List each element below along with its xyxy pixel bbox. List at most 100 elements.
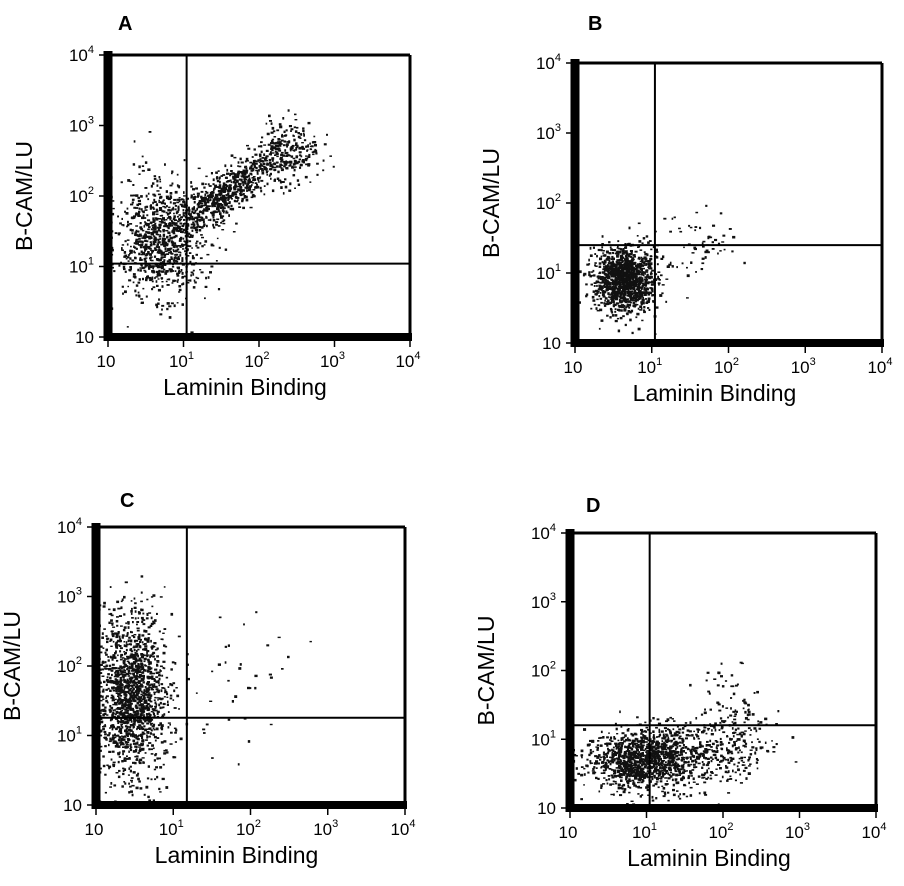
panel-c-point bbox=[143, 660, 146, 663]
panel-c-point bbox=[143, 692, 147, 695]
panel-c-point bbox=[158, 757, 161, 760]
panel-a-point bbox=[176, 274, 180, 277]
panel-a-point bbox=[156, 209, 159, 213]
panel-c-point bbox=[149, 714, 152, 716]
panel-d-point bbox=[592, 750, 595, 753]
panel-a-point bbox=[262, 166, 266, 168]
panel-c-point bbox=[126, 632, 129, 635]
panel-a-point bbox=[214, 184, 218, 187]
panel-a-point bbox=[160, 201, 164, 205]
panel-b-point bbox=[641, 284, 644, 288]
panel-a-point bbox=[169, 250, 172, 254]
panel-a-point bbox=[168, 252, 171, 254]
panel-a-point bbox=[196, 225, 199, 229]
panel-a-point bbox=[148, 237, 151, 240]
panel-a-point bbox=[158, 220, 162, 223]
panel-b-point bbox=[665, 278, 669, 280]
panel-a-point bbox=[265, 149, 269, 152]
panel-b-point bbox=[636, 298, 639, 302]
panel-c-point bbox=[140, 685, 144, 688]
panel-c-point bbox=[123, 641, 126, 643]
panel-a-point bbox=[182, 212, 185, 215]
panel-a-point bbox=[247, 147, 251, 150]
panel-b-point bbox=[636, 287, 639, 290]
panel-a-point bbox=[233, 186, 237, 189]
panel-a-point bbox=[148, 226, 151, 229]
panel-a-point bbox=[195, 276, 198, 279]
panel-b-point bbox=[618, 258, 622, 262]
panel-a-point bbox=[155, 303, 158, 307]
panel-c-point bbox=[117, 775, 121, 779]
panel-a-point bbox=[222, 219, 226, 222]
panel-c-point bbox=[127, 708, 130, 710]
panel-a-point bbox=[261, 136, 264, 139]
panel-a-point bbox=[139, 267, 143, 269]
panel-c-point bbox=[167, 686, 170, 688]
panel-c-point bbox=[131, 724, 135, 727]
panel-d-point bbox=[638, 777, 641, 780]
panel-a-point bbox=[176, 248, 180, 251]
panel-a-point bbox=[178, 199, 181, 201]
panel-a-point bbox=[164, 253, 167, 257]
panel-a-point bbox=[165, 219, 168, 221]
panel-b-point bbox=[596, 254, 598, 258]
panel-a-point bbox=[172, 231, 175, 234]
panel-a-point bbox=[144, 265, 147, 268]
panel-c-point bbox=[131, 685, 134, 689]
panel-a-point bbox=[138, 215, 141, 217]
panel-b-point bbox=[630, 286, 634, 289]
panel-b-point bbox=[611, 255, 614, 259]
panel-a-point bbox=[168, 268, 172, 271]
panel-a-point bbox=[130, 203, 134, 206]
panel-a-point bbox=[290, 155, 294, 158]
panel-c-point bbox=[153, 728, 156, 731]
panel-b-point bbox=[602, 281, 605, 283]
panel-b-point bbox=[593, 285, 596, 287]
panel-a-point bbox=[182, 228, 186, 232]
panel-c-point bbox=[99, 694, 102, 698]
panel-a-point bbox=[143, 234, 147, 237]
panel-a-point bbox=[235, 185, 238, 188]
panel-a-point bbox=[193, 217, 196, 219]
panel-c-point bbox=[121, 709, 123, 712]
panel-c-point bbox=[141, 664, 144, 667]
panel-b-point bbox=[625, 246, 628, 249]
panel-a-point bbox=[232, 191, 235, 194]
panel-a-point bbox=[175, 253, 179, 256]
panel-c-point bbox=[156, 757, 159, 760]
panel-a-point bbox=[196, 246, 200, 249]
panel-a-point bbox=[168, 278, 171, 281]
panel-d-point bbox=[675, 758, 679, 761]
panel-a-point bbox=[147, 245, 151, 248]
panel-c-point bbox=[146, 640, 150, 643]
panel-c-point bbox=[131, 655, 135, 659]
panel-a-point bbox=[278, 179, 282, 182]
panel-c-point bbox=[145, 657, 147, 661]
panel-c-point bbox=[157, 681, 160, 684]
panel-c-point bbox=[104, 651, 107, 654]
panel-a-point bbox=[181, 272, 184, 275]
panel-b-point bbox=[627, 269, 631, 273]
panel-c-point bbox=[137, 726, 140, 730]
panel-b-point bbox=[611, 314, 615, 317]
panel-a-point bbox=[173, 216, 176, 219]
panel-a-point bbox=[137, 241, 139, 245]
panel-b-point bbox=[610, 309, 613, 312]
panel-a-point bbox=[112, 207, 115, 210]
panel-b-point bbox=[611, 294, 615, 297]
panel-a-point bbox=[227, 195, 230, 199]
panel-a-point bbox=[220, 216, 224, 219]
panel-c-point bbox=[153, 645, 156, 648]
panel-a-point bbox=[166, 225, 169, 228]
panel-a-point bbox=[206, 205, 209, 208]
panel-a-point bbox=[141, 155, 144, 158]
panel-c-point bbox=[116, 707, 120, 710]
panel-c-point bbox=[163, 713, 166, 716]
panel-a-point bbox=[177, 220, 180, 223]
panel-a-point bbox=[249, 206, 253, 209]
panel-b-point bbox=[646, 263, 648, 266]
panel-a-point bbox=[182, 245, 184, 248]
panel-c-point bbox=[224, 645, 228, 648]
panel-a-point bbox=[167, 231, 171, 234]
panel-c-point bbox=[141, 749, 144, 751]
